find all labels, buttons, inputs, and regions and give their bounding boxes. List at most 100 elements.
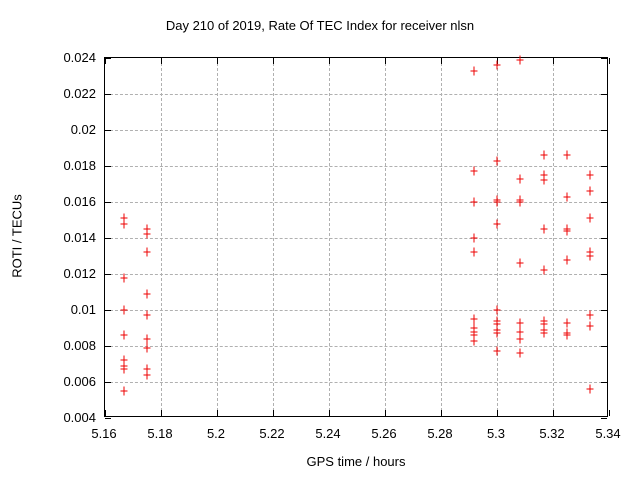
data-point [540, 170, 548, 180]
data-point [493, 219, 501, 229]
x-tick-label: 5.22 [259, 426, 285, 441]
data-point [516, 258, 524, 268]
y-tick-mark [105, 310, 111, 311]
marker-vertical-stroke [543, 175, 545, 185]
y-tick-label: 0.008 [63, 338, 96, 353]
marker-vertical-stroke [543, 328, 545, 338]
marker-vertical-stroke [146, 343, 148, 353]
gridline-horizontal [105, 310, 607, 311]
marker-vertical-stroke [543, 265, 545, 275]
y-tick-mark [105, 382, 111, 383]
data-point [470, 247, 478, 257]
data-point [516, 348, 524, 358]
y-tick-mark [601, 58, 607, 59]
marker-vertical-stroke [589, 310, 591, 320]
marker-vertical-stroke [589, 213, 591, 223]
marker-vertical-stroke [543, 150, 545, 160]
data-point [540, 328, 548, 338]
marker-vertical-stroke [566, 192, 568, 202]
x-tick-mark [385, 58, 386, 64]
gridline-horizontal [105, 346, 607, 347]
data-point [143, 343, 151, 353]
x-tick-label: 5.3 [486, 426, 506, 441]
y-tick-mark [105, 238, 111, 239]
x-tick-mark [217, 58, 218, 64]
x-tick-mark [161, 410, 162, 416]
data-point [143, 229, 151, 239]
marker-vertical-stroke [146, 229, 148, 239]
marker-vertical-stroke [473, 166, 475, 176]
x-tick-mark [273, 410, 274, 416]
x-tick-mark [273, 58, 274, 64]
data-point [143, 370, 151, 380]
x-tick-label: 5.18 [147, 426, 173, 441]
x-tick-label: 5.26 [371, 426, 397, 441]
data-point [143, 289, 151, 299]
marker-vertical-stroke [519, 55, 521, 65]
y-tick-label: 0.014 [63, 230, 96, 245]
marker-vertical-stroke [519, 327, 521, 337]
marker-vertical-stroke [146, 247, 148, 257]
gridline-horizontal [105, 130, 607, 131]
data-point [470, 330, 478, 340]
y-tick-mark [105, 346, 111, 347]
marker-vertical-stroke [496, 60, 498, 70]
data-point [586, 186, 594, 196]
marker-vertical-stroke [519, 174, 521, 184]
marker-vertical-stroke [473, 314, 475, 324]
data-point [493, 319, 501, 329]
x-tick-label: 5.24 [315, 426, 341, 441]
chart-title: Day 210 of 2019, Rate Of TEC Index for r… [165, 18, 475, 33]
marker-vertical-stroke [566, 318, 568, 328]
marker-vertical-stroke [589, 251, 591, 261]
gridline-horizontal [105, 94, 607, 95]
x-tick-mark [609, 58, 610, 64]
data-point [120, 219, 128, 229]
data-point [493, 60, 501, 70]
y-tick-mark [105, 94, 111, 95]
marker-vertical-stroke [519, 348, 521, 358]
marker-vertical-stroke [146, 310, 148, 320]
x-tick-mark [441, 410, 442, 416]
data-point [493, 156, 501, 166]
data-point [143, 364, 151, 374]
data-point [143, 224, 151, 234]
gridline-vertical [161, 58, 162, 416]
x-tick-mark [609, 410, 610, 416]
marker-vertical-stroke [589, 186, 591, 196]
data-point [516, 334, 524, 344]
y-tick-label: 0.004 [63, 410, 96, 425]
data-point [143, 247, 151, 257]
data-point [516, 327, 524, 337]
data-point [493, 328, 501, 338]
y-tick-mark [601, 274, 607, 275]
x-tick-mark [553, 58, 554, 64]
marker-vertical-stroke [589, 384, 591, 394]
y-tick-mark [601, 346, 607, 347]
marker-vertical-stroke [123, 355, 125, 365]
marker-vertical-stroke [519, 197, 521, 207]
data-point [120, 330, 128, 340]
gridline-horizontal [105, 274, 607, 275]
marker-vertical-stroke [123, 219, 125, 229]
gridline-vertical [497, 58, 498, 416]
gridline-horizontal [105, 202, 607, 203]
data-point [143, 310, 151, 320]
marker-vertical-stroke [566, 226, 568, 236]
x-tick-mark [329, 410, 330, 416]
marker-vertical-stroke [146, 364, 148, 374]
x-tick-mark [161, 58, 162, 64]
marker-vertical-stroke [496, 346, 498, 356]
marker-vertical-stroke [146, 224, 148, 234]
marker-vertical-stroke [589, 170, 591, 180]
gridline-vertical [441, 58, 442, 416]
data-point [470, 233, 478, 243]
data-point [540, 224, 548, 234]
y-tick-label: 0.024 [63, 50, 96, 65]
data-point [516, 318, 524, 328]
x-tick-label: 5.16 [91, 426, 117, 441]
gridline-vertical [217, 58, 218, 416]
marker-vertical-stroke [496, 319, 498, 329]
marker-vertical-stroke [123, 386, 125, 396]
